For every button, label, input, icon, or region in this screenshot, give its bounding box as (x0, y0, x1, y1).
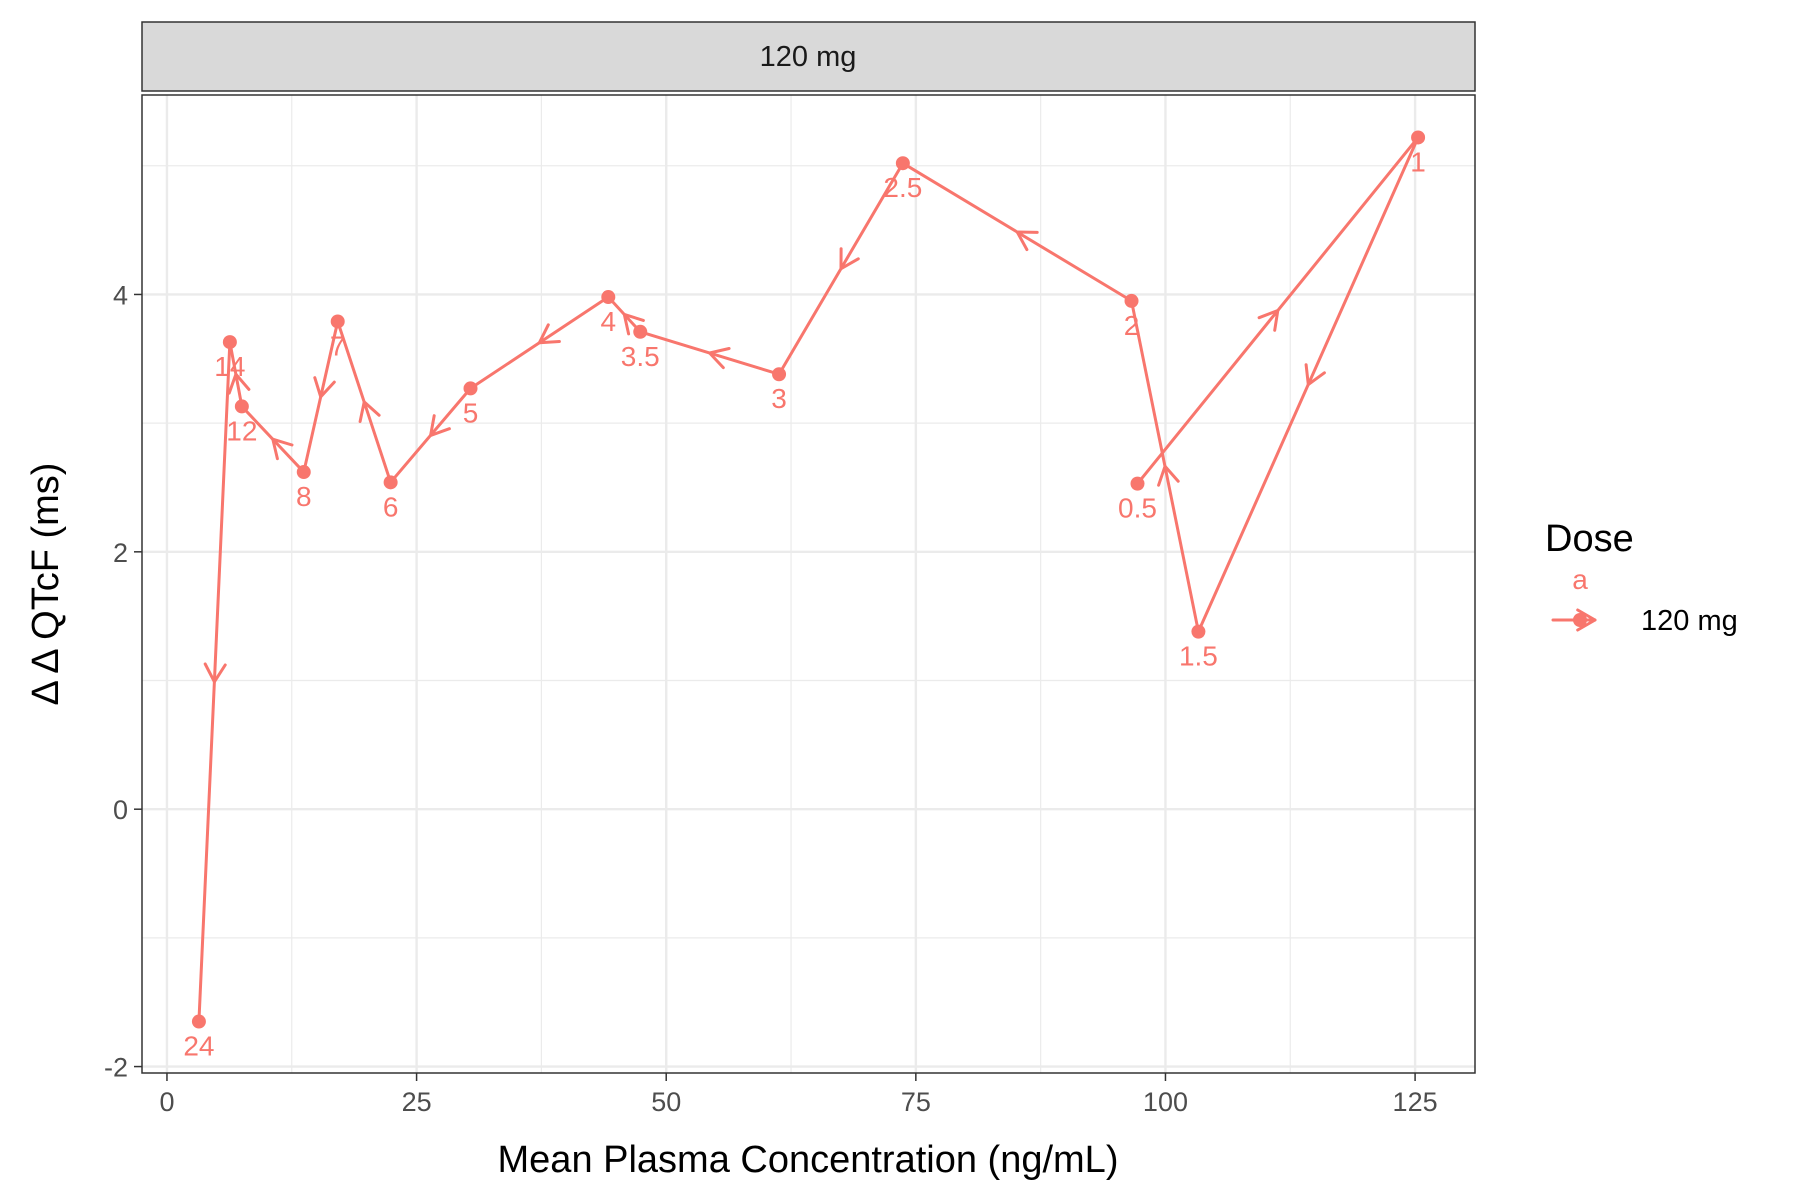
series-layer (197, 135, 1420, 1024)
data-point-label: 14 (214, 351, 245, 382)
x-axis: 0 25 50 75 100 125 (159, 1073, 1438, 1117)
data-point (1130, 476, 1145, 491)
x-tick-label: 50 (651, 1087, 681, 1117)
y-axis: -2 0 2 4 (104, 280, 142, 1083)
x-tick-label: 125 (1393, 1087, 1438, 1117)
direction-arrowhead (537, 323, 561, 345)
point-layer (191, 130, 1426, 1029)
major-gridlines (142, 95, 1475, 1073)
legend-key-arrowhead (1576, 608, 1597, 632)
x-tick-label: 0 (159, 1087, 174, 1117)
point-label-layer: 0.5 1 1.5 2 2.5 3 3.54 5 6 7 8 12 14 24 (183, 146, 1426, 1061)
direction-arrowhead (1157, 464, 1180, 487)
data-point (383, 475, 398, 490)
data-point (330, 314, 345, 329)
data-point (601, 290, 616, 305)
data-point-label: 24 (183, 1031, 214, 1062)
direction-arrowhead (839, 247, 860, 271)
data-point (1411, 130, 1426, 145)
y-tick-label: 0 (113, 795, 128, 825)
direction-arrowhead (622, 312, 645, 336)
minor-gridlines (142, 95, 1475, 1073)
direction-arrowhead (708, 347, 731, 370)
data-point-label: 1.5 (1179, 641, 1218, 672)
legend-title: Dose (1545, 518, 1634, 560)
data-point-label: 0.5 (1118, 493, 1157, 524)
data-point (1124, 293, 1139, 308)
legend: Dose a 120 mg (1545, 518, 1738, 637)
direction-arrowhead (203, 662, 227, 684)
legend-key-point (1573, 613, 1587, 627)
plot-panel (142, 95, 1475, 1073)
direction-arrowhead (429, 414, 451, 437)
data-point-label: 7 (330, 330, 346, 361)
legend-key-arrow (1551, 608, 1597, 632)
facet-strip-label: 120 mg (760, 41, 857, 73)
y-tick-label: 4 (113, 280, 128, 310)
y-tick-label: 2 (113, 538, 128, 568)
direction-arrowhead (313, 376, 336, 399)
data-point-label: 8 (296, 481, 312, 512)
data-point-label: 1 (1410, 146, 1426, 177)
data-point (633, 324, 648, 339)
x-tick-label: 25 (402, 1087, 432, 1117)
direction-arrowhead (358, 400, 381, 423)
facet-strip (141, 21, 1476, 92)
x-axis-title: Mean Plasma Concentration (ng/mL) (498, 1139, 1119, 1181)
y-tick-label: -2 (104, 1053, 128, 1083)
data-point-label: 3 (771, 383, 787, 414)
data-point (895, 156, 910, 171)
data-point (191, 1014, 206, 1029)
data-point-label: 5 (463, 397, 479, 428)
data-point (296, 465, 311, 480)
x-tick-label: 100 (1143, 1087, 1188, 1117)
data-point-label: 4 (601, 306, 617, 337)
direction-arrowhead (1015, 230, 1039, 252)
data-point-label: 2.5 (883, 172, 922, 203)
y-axis-title: Δ Δ QTcF (ms) (25, 463, 67, 706)
direction-arrowhead (1304, 363, 1326, 386)
data-point-label: 6 (383, 491, 399, 522)
data-point (234, 399, 249, 414)
panel-border (141, 94, 1476, 1074)
x-tick-label: 75 (901, 1087, 931, 1117)
legend-entry-120mg: 120 mg (1641, 605, 1738, 637)
data-point (463, 381, 478, 396)
data-point (1191, 624, 1206, 639)
legend-key-label-glyph: a (1572, 564, 1588, 595)
direction-arrowhead (227, 372, 251, 395)
data-point-label: 2 (1124, 310, 1140, 341)
direction-arrowhead (271, 437, 294, 461)
data-point-label: 12 (226, 415, 257, 446)
data-point-label: 3.5 (621, 341, 660, 372)
direction-arrowhead (1257, 309, 1280, 332)
data-point (222, 335, 237, 350)
data-point (772, 367, 787, 382)
